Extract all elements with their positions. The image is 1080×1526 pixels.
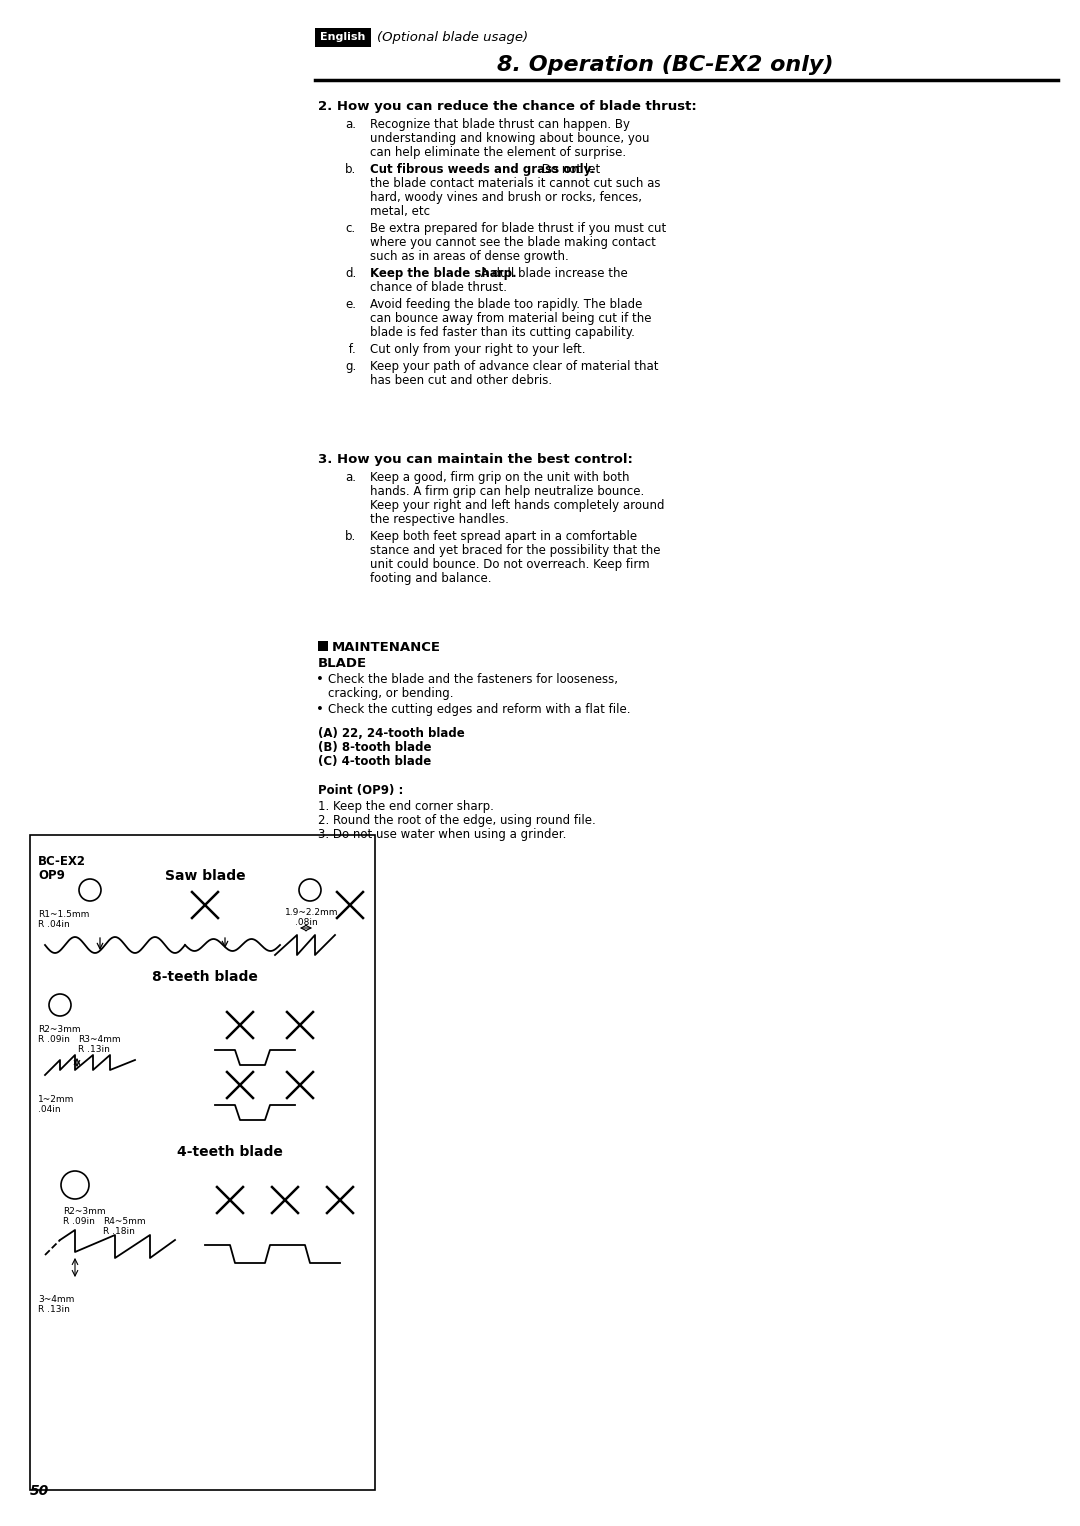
Text: Keep a good, firm grip on the unit with both: Keep a good, firm grip on the unit with … — [370, 472, 630, 484]
Text: blade is fed faster than its cutting capability.: blade is fed faster than its cutting cap… — [370, 327, 635, 339]
Bar — [315, 27, 372, 47]
Text: 1.9~2.2mm: 1.9~2.2mm — [285, 908, 338, 917]
Text: Cut only from your right to your left.: Cut only from your right to your left. — [370, 343, 585, 356]
Text: •: • — [316, 703, 324, 716]
Text: 8. Operation (BC-EX2 only): 8. Operation (BC-EX2 only) — [497, 55, 834, 75]
Text: stance and yet braced for the possibility that the: stance and yet braced for the possibilit… — [370, 543, 661, 557]
Bar — [30, 835, 375, 1489]
Text: R .09in: R .09in — [38, 1035, 70, 1044]
Text: hands. A firm grip can help neutralize bounce.: hands. A firm grip can help neutralize b… — [370, 485, 645, 497]
Text: 4-teeth blade: 4-teeth blade — [177, 1144, 283, 1160]
Text: (B) 8-tooth blade: (B) 8-tooth blade — [318, 742, 432, 754]
Text: can help eliminate the element of surprise.: can help eliminate the element of surpri… — [370, 146, 626, 159]
Text: R1~1.5mm: R1~1.5mm — [38, 909, 90, 919]
Text: 3. How you can maintain the best control:: 3. How you can maintain the best control… — [318, 453, 633, 465]
Text: MAINTENANCE: MAINTENANCE — [332, 641, 441, 655]
Text: R3~4mm: R3~4mm — [78, 1035, 121, 1044]
Text: the blade contact materials it cannot cut such as: the blade contact materials it cannot cu… — [370, 177, 661, 191]
Text: (Optional blade usage): (Optional blade usage) — [377, 31, 528, 44]
Text: 3. Do not use water when using a grinder.: 3. Do not use water when using a grinder… — [318, 829, 566, 841]
Text: unit could bounce. Do not overreach. Keep firm: unit could bounce. Do not overreach. Kee… — [370, 559, 650, 571]
Text: A dull blade increase the: A dull blade increase the — [477, 267, 627, 279]
Text: has been cut and other debris.: has been cut and other debris. — [370, 374, 552, 388]
Text: b.: b. — [345, 530, 356, 543]
Text: (C) 4-tooth blade: (C) 4-tooth blade — [318, 755, 431, 768]
Text: 8-teeth blade: 8-teeth blade — [152, 971, 258, 984]
Text: c.: c. — [345, 221, 355, 235]
Text: g.: g. — [345, 360, 356, 372]
Text: R .09in: R .09in — [63, 1218, 95, 1225]
Text: Keep both feet spread apart in a comfortable: Keep both feet spread apart in a comfort… — [370, 530, 637, 543]
Text: •: • — [316, 673, 324, 687]
Text: d.: d. — [345, 267, 356, 279]
Text: understanding and knowing about bounce, you: understanding and knowing about bounce, … — [370, 133, 649, 145]
Bar — [318, 641, 328, 652]
Text: footing and balance.: footing and balance. — [370, 572, 491, 584]
Text: a.: a. — [345, 472, 356, 484]
Text: R2~3mm: R2~3mm — [38, 1025, 81, 1035]
Text: metal, etc: metal, etc — [370, 204, 430, 218]
Text: Check the cutting edges and reform with a flat file.: Check the cutting edges and reform with … — [328, 703, 631, 716]
Text: BLADE: BLADE — [318, 658, 367, 670]
Text: R .04in: R .04in — [38, 920, 70, 929]
Text: can bounce away from material being cut if the: can bounce away from material being cut … — [370, 311, 651, 325]
Text: b.: b. — [345, 163, 356, 175]
Text: R2~3mm: R2~3mm — [63, 1207, 106, 1216]
Text: OP9: OP9 — [38, 868, 65, 882]
Text: Do not let: Do not let — [538, 163, 600, 175]
Text: e.: e. — [345, 298, 356, 311]
Text: R .13in: R .13in — [78, 1045, 110, 1054]
Text: 2. Round the root of the edge, using round file.: 2. Round the root of the edge, using rou… — [318, 813, 596, 827]
Text: cracking, or bending.: cracking, or bending. — [328, 687, 454, 700]
Text: such as in areas of dense growth.: such as in areas of dense growth. — [370, 250, 569, 262]
Text: R4~5mm: R4~5mm — [103, 1218, 146, 1225]
Text: R .13in: R .13in — [38, 1305, 70, 1314]
Text: Avoid feeding the blade too rapidly. The blade: Avoid feeding the blade too rapidly. The… — [370, 298, 643, 311]
Text: BC-EX2: BC-EX2 — [38, 855, 86, 868]
Text: (A) 22, 24-tooth blade: (A) 22, 24-tooth blade — [318, 726, 464, 740]
Text: Be extra prepared for blade thrust if you must cut: Be extra prepared for blade thrust if yo… — [370, 221, 666, 235]
Text: f.: f. — [345, 343, 355, 356]
Text: Saw blade: Saw blade — [164, 868, 245, 884]
Text: Keep the blade sharp.: Keep the blade sharp. — [370, 267, 516, 279]
Text: Recognize that blade thrust can happen. By: Recognize that blade thrust can happen. … — [370, 118, 630, 131]
Text: chance of blade thrust.: chance of blade thrust. — [370, 281, 507, 295]
Text: .08in: .08in — [295, 919, 318, 926]
Text: Keep your right and left hands completely around: Keep your right and left hands completel… — [370, 499, 664, 513]
Text: English: English — [321, 32, 366, 43]
Text: 1~2mm: 1~2mm — [38, 1096, 75, 1103]
Text: Check the blade and the fasteners for looseness,: Check the blade and the fasteners for lo… — [328, 673, 618, 687]
Text: 1. Keep the end corner sharp.: 1. Keep the end corner sharp. — [318, 800, 494, 813]
Text: R .18in: R .18in — [103, 1227, 135, 1236]
Text: where you cannot see the blade making contact: where you cannot see the blade making co… — [370, 237, 656, 249]
Text: the respective handles.: the respective handles. — [370, 513, 509, 526]
Text: 50: 50 — [30, 1483, 50, 1499]
Text: hard, woody vines and brush or rocks, fences,: hard, woody vines and brush or rocks, fe… — [370, 191, 642, 204]
Text: 2. How you can reduce the chance of blade thrust:: 2. How you can reduce the chance of blad… — [318, 101, 697, 113]
Text: Keep your path of advance clear of material that: Keep your path of advance clear of mater… — [370, 360, 659, 372]
Text: Cut fibrous weeds and grass only.: Cut fibrous weeds and grass only. — [370, 163, 595, 175]
Text: .04in: .04in — [38, 1105, 60, 1114]
Text: Point (OP9) :: Point (OP9) : — [318, 784, 403, 797]
Text: 3~4mm: 3~4mm — [38, 1296, 75, 1305]
Text: a.: a. — [345, 118, 356, 131]
